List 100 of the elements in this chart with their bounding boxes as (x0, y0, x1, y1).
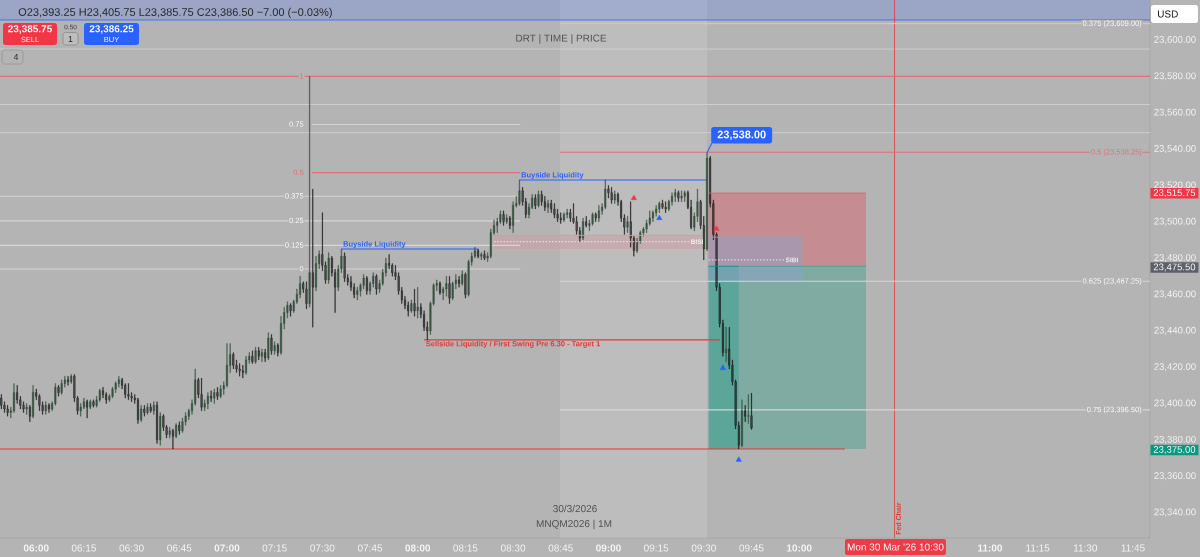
x-tick-label: 08:15 (453, 544, 478, 552)
x-tick-label: 09:45 (739, 544, 764, 552)
x-tick-label: 09:30 (691, 544, 716, 552)
candlestick (92, 399, 95, 408)
candlestick (264, 348, 267, 362)
candlestick (677, 190, 680, 202)
candlestick (505, 214, 508, 224)
candlestick (60, 379, 63, 395)
text: 23,475.50 (1153, 263, 1196, 272)
annotation: 4 (13, 54, 19, 60)
candlestick (143, 405, 146, 417)
candlestick (241, 365, 244, 379)
candlestick (289, 303, 292, 317)
x-tick-label: 06:00 (23, 544, 49, 552)
x-tick-label: 11:30 (1073, 544, 1098, 552)
point (713, 225, 720, 231)
annotation: 23,385.75 (8, 25, 52, 34)
candlestick (28, 405, 31, 422)
candlestick (175, 423, 178, 439)
candlestick (626, 216, 629, 233)
candlestick (305, 281, 308, 310)
candlestick (260, 348, 263, 362)
point (735, 456, 742, 462)
candlestick (152, 401, 155, 415)
annotation: O23,393.25 H23,405.75 L23,385.75 C23,386.50 −7.00 (−0.03%) (18, 7, 332, 19)
candlestick (32, 385, 35, 419)
candlestick (439, 281, 441, 295)
x-tick-label: 08:45 (548, 544, 573, 552)
candlestick (594, 212, 597, 222)
x-tick-label: 08:00 (405, 544, 431, 552)
candlestick (25, 403, 28, 415)
annotation: 1 (68, 36, 73, 42)
candlestick (683, 190, 686, 202)
y-tick-label: 23,440.00 (1154, 326, 1196, 335)
candlestick (477, 248, 480, 259)
x-tick-label: 06:45 (167, 544, 192, 552)
x-tick-label: 11:15 (1026, 544, 1050, 552)
candlestick (502, 210, 505, 226)
candlestick (680, 190, 683, 202)
candlestick (563, 212, 565, 222)
y-tick-label: 23,600.00 (1154, 36, 1196, 44)
text: Mon 30 Mar '26 10:30 (847, 543, 944, 551)
candlestick (67, 376, 69, 386)
candlestick (508, 216, 511, 230)
y-tick-label: 23,360.00 (1154, 472, 1196, 481)
annotation: 30/3/2026 (553, 504, 597, 513)
x-tick-label: 07:30 (310, 544, 335, 552)
candlestick (210, 390, 213, 402)
candlestick (216, 386, 219, 401)
candlestick (140, 405, 143, 422)
candlestick (238, 363, 241, 377)
x-tick-label: 09:15 (644, 544, 669, 552)
candlestick (178, 421, 181, 435)
candlestick (537, 190, 540, 208)
candlestick (200, 377, 203, 411)
candlestick (410, 299, 413, 313)
candlestick (445, 276, 448, 297)
candlestick (464, 272, 467, 299)
candlestick (674, 188, 677, 202)
candlestick (741, 399, 743, 448)
candlestick (44, 401, 47, 415)
candlestick (206, 392, 209, 410)
candlestick (276, 343, 279, 357)
y-tick-label: 23,580.00 (1154, 72, 1196, 81)
candlestick (518, 179, 521, 206)
candlestick (311, 188, 314, 328)
text: 23,375.00 (1153, 446, 1196, 454)
candlestick (171, 428, 174, 450)
x-tick-label: 10:00 (787, 544, 812, 552)
candlestick (744, 405, 747, 422)
candlestick (448, 276, 451, 304)
candlestick (585, 216, 588, 228)
candlestick (245, 356, 247, 375)
candlestick (534, 194, 537, 210)
candlestick (6, 405, 9, 417)
candlestick (610, 187, 613, 204)
x-tick-label: 07:00 (214, 544, 240, 552)
candlestick (273, 341, 276, 355)
candlestick (251, 350, 254, 364)
x-tick-label: 06:30 (119, 544, 144, 552)
candlestick (343, 252, 346, 282)
candlestick (308, 76, 311, 308)
candlestick (483, 250, 486, 261)
candlestick (661, 199, 664, 210)
candlestick (559, 212, 562, 224)
candlestick (461, 270, 464, 286)
candlestick (356, 287, 359, 301)
candlestick (566, 208, 569, 219)
candlestick (365, 276, 368, 295)
candlestick (57, 385, 60, 397)
candlestick (257, 347, 260, 361)
annotation: MNQM2026 | 1M (536, 519, 612, 530)
x-tick-label: 07:45 (357, 544, 383, 552)
candlestick (89, 399, 92, 410)
candlestick (375, 274, 378, 295)
candlestick (658, 201, 661, 213)
candlestick (86, 399, 89, 419)
y-tick-label: 23,460.00 (1154, 290, 1196, 299)
y-tick-label: 23,560.00 (1154, 108, 1196, 117)
x-tick-label: 08:30 (500, 544, 526, 552)
